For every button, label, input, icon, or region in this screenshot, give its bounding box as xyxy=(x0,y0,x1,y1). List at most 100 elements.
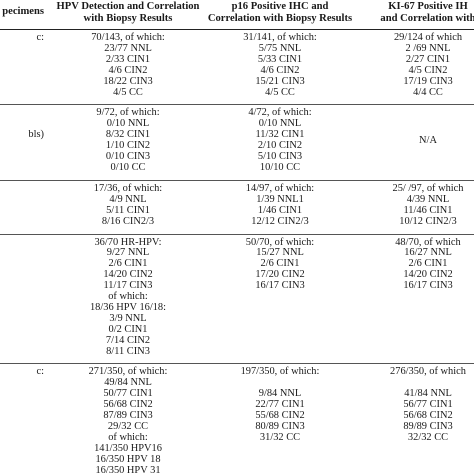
table-row: bls) 9/72, of which: 0/10 NNL 8/32 CIN1 1/10… xyxy=(0,104,474,181)
cell-line: 87/89 CIN3 xyxy=(103,410,153,422)
cell-line: 31/32 CC xyxy=(259,431,301,443)
cell-line: 16/27 NNL xyxy=(404,247,452,259)
specimen-label-cell xyxy=(0,234,52,365)
cell-line: 9/27 NNL xyxy=(106,247,150,259)
cell-line: 50/70, of which: xyxy=(245,236,315,248)
specimen-label-cell: c: xyxy=(0,29,52,106)
header-ki67: KI-67 Positive IH and Correlation with xyxy=(356,0,474,30)
cell-line: 16/17 CIN3 xyxy=(255,280,305,292)
cell-line: 31/141, of which: xyxy=(243,32,317,43)
cell-line: 48/70, of which xyxy=(395,236,461,248)
cell-line: 4/5 CC xyxy=(265,86,295,98)
cell-line: of which: xyxy=(108,431,148,443)
cell-line: 4/6 CIN2 xyxy=(108,64,148,76)
cell-line: 8/16 CIN2/3 xyxy=(101,215,155,227)
p16-cell: 31/141, of which: 5/75 NNL 5/33 CIN1 4/6 CI… xyxy=(204,29,356,106)
p16-cell: 14/97, of which: 1/39 NNL1 1/46 CIN1 12/12 … xyxy=(204,180,356,235)
p16-cell: 4/72, of which: 0/10 NNL 11/32 CIN1 2/10 CI… xyxy=(204,104,356,181)
cell-line: 18/36 HPV 16/18: xyxy=(89,301,167,313)
cell-line: 7/14 CIN2 xyxy=(105,334,151,346)
cell-line: 4/5 CIN2 xyxy=(408,64,448,76)
cell-line: 17/19 CIN3 xyxy=(403,75,453,87)
cell-line: of which: xyxy=(108,291,148,303)
cell-line: 5/33 CIN1 xyxy=(257,53,303,65)
header-row: pecimens HPV Detection and Correlation w… xyxy=(0,0,474,30)
ki67-cell: 276/350, of which 41/84 NNL 56/77 CIN1 56/… xyxy=(356,363,474,474)
specimen-label-cell: c: xyxy=(0,363,52,474)
cell-line: 0/2 CIN1 xyxy=(108,323,148,335)
cell-line: 0/10 CIN3 xyxy=(105,151,151,163)
cell-line: 29/32 CC xyxy=(107,421,149,432)
table-row: c: 70/143, of which: 23/77 NNL 2/33 CIN1 4/6… xyxy=(0,29,474,106)
cell-line: 1/10 CIN2 xyxy=(105,140,151,152)
table-row: 17/36, of which: 4/9 NNL 5/11 CIN1 8/16 CIN… xyxy=(0,180,474,235)
cell-line: 2/6 CIN1 xyxy=(260,258,300,270)
cell-line: 1/46 CIN1 xyxy=(257,204,303,216)
cell-line: 15/27 NNL xyxy=(256,247,304,259)
cell-line: 16/350 HPV 31 xyxy=(95,464,161,474)
cell-line: 0/10 CC xyxy=(110,161,146,173)
cell-line: 50/77 CIN1 xyxy=(103,388,153,400)
cell-line: 25/ /97, of which xyxy=(392,182,464,194)
cell-line: 36/70 HR-HPV: xyxy=(94,236,162,248)
cell-line: 4/5 CC xyxy=(113,86,143,98)
cell-line: 16/350 HPV 18 xyxy=(95,453,161,465)
cell-line: 11/17 CIN3 xyxy=(103,280,153,292)
cell-line xyxy=(0,238,44,249)
cell-line: 9/72, of which: xyxy=(96,107,160,119)
cell-line: 2/33 CIN1 xyxy=(105,53,151,65)
cell-line: 10/12 CIN2/3 xyxy=(399,215,457,227)
cell-line: 10/10 CC xyxy=(259,161,301,173)
hpv-cell: 17/36, of which: 4/9 NNL 5/11 CIN1 8/16 CIN… xyxy=(52,180,204,235)
cell-line: 14/20 CIN2 xyxy=(103,269,153,281)
cell-line: 2/6 CIN1 xyxy=(108,258,148,270)
header-specimens: pecimens xyxy=(0,0,52,30)
cell-line: 2/10 CIN2 xyxy=(257,140,303,152)
cell-line: 4/9 NNL xyxy=(109,193,147,205)
cell-line: 14/97, of which: xyxy=(245,182,315,194)
cell-line: 17/36, of which: xyxy=(93,182,163,194)
cell-line: 0/10 NNL xyxy=(106,118,150,130)
cell-line: 89/89 CIN3 xyxy=(403,421,453,432)
cell-line: 49/84 NNL xyxy=(104,377,152,389)
cell-line: 16/17 CIN3 xyxy=(403,280,453,292)
hpv-cell: 9/72, of which: 0/10 NNL 8/32 CIN1 1/10 CIN… xyxy=(52,104,204,181)
cell-line: 29/124 of which xyxy=(393,32,463,43)
hpv-cell: 271/350, of which: 49/84 NNL 50/77 CIN1 56/… xyxy=(52,363,204,474)
cell-line: 11/32 CIN1 xyxy=(255,129,305,141)
cell-line: 15/21 CIN3 xyxy=(255,75,305,87)
cell-line: 2 /69 NNL xyxy=(405,42,451,54)
hpv-cell: 70/143, of which: 23/77 NNL 2/33 CIN1 4/6 C… xyxy=(52,29,204,106)
table-row: 36/70 HR-HPV: 9/27 NNL 2/6 CIN1 14/20 CIN2 1… xyxy=(0,234,474,365)
ki67-cell: N/A xyxy=(356,104,474,181)
cell-line: 41/84 NNL xyxy=(404,388,452,400)
cell-line: 80/89 CIN3 xyxy=(255,421,305,432)
cell-line: 4/4 CC xyxy=(413,86,443,98)
cell-line: 271/350, of which: xyxy=(88,366,168,378)
table-body: c: 70/143, of which: 23/77 NNL 2/33 CIN1 4/6… xyxy=(0,29,474,474)
cell-line: 4/72, of which: xyxy=(248,107,312,119)
cell-line: bls) xyxy=(28,129,44,141)
p16-cell: 50/70, of which: 15/27 NNL 2/6 CIN1 17/20 C… xyxy=(204,234,356,365)
cell-line: c: xyxy=(36,366,45,378)
cell-line: 2/27 CIN1 xyxy=(405,53,451,65)
cell-line: 3/9 NNL xyxy=(109,312,147,324)
cell-line: 56/77 CIN1 xyxy=(403,399,453,411)
cell-line: 14/20 CIN2 xyxy=(403,269,453,281)
ki67-cell: 25/ /97, of which 4/39 NNL 11/46 CIN1 10/12… xyxy=(356,180,474,235)
p16-cell: 197/350, of which: 9/84 NNL 22/77 CIN1 55/… xyxy=(204,363,356,474)
cell-line: 18/22 CIN3 xyxy=(103,75,153,87)
cell-line xyxy=(0,184,44,195)
cell-line: 22/77 CIN1 xyxy=(255,399,305,411)
cell-line: 141/350 HPV16 xyxy=(94,442,162,454)
cell-line: 5/11 CIN1 xyxy=(106,204,150,216)
cell-line: 9/84 NNL xyxy=(258,388,302,400)
header-p16: p16 Positive IHC and Correlation with Bi… xyxy=(204,0,356,30)
table-row: c: 271/350, of which: 49/84 NNL 50/77 CIN1 5… xyxy=(0,363,474,474)
ki67-cell: 29/124 of which 2 /69 NNL 2/27 CIN1 4/5 CIN… xyxy=(356,29,474,106)
cell-line: 8/32 CIN1 xyxy=(105,129,151,141)
cell-line: 11/46 CIN1 xyxy=(403,204,453,216)
hpv-cell: 36/70 HR-HPV: 9/27 NNL 2/6 CIN1 14/20 CIN2 1… xyxy=(52,234,204,365)
